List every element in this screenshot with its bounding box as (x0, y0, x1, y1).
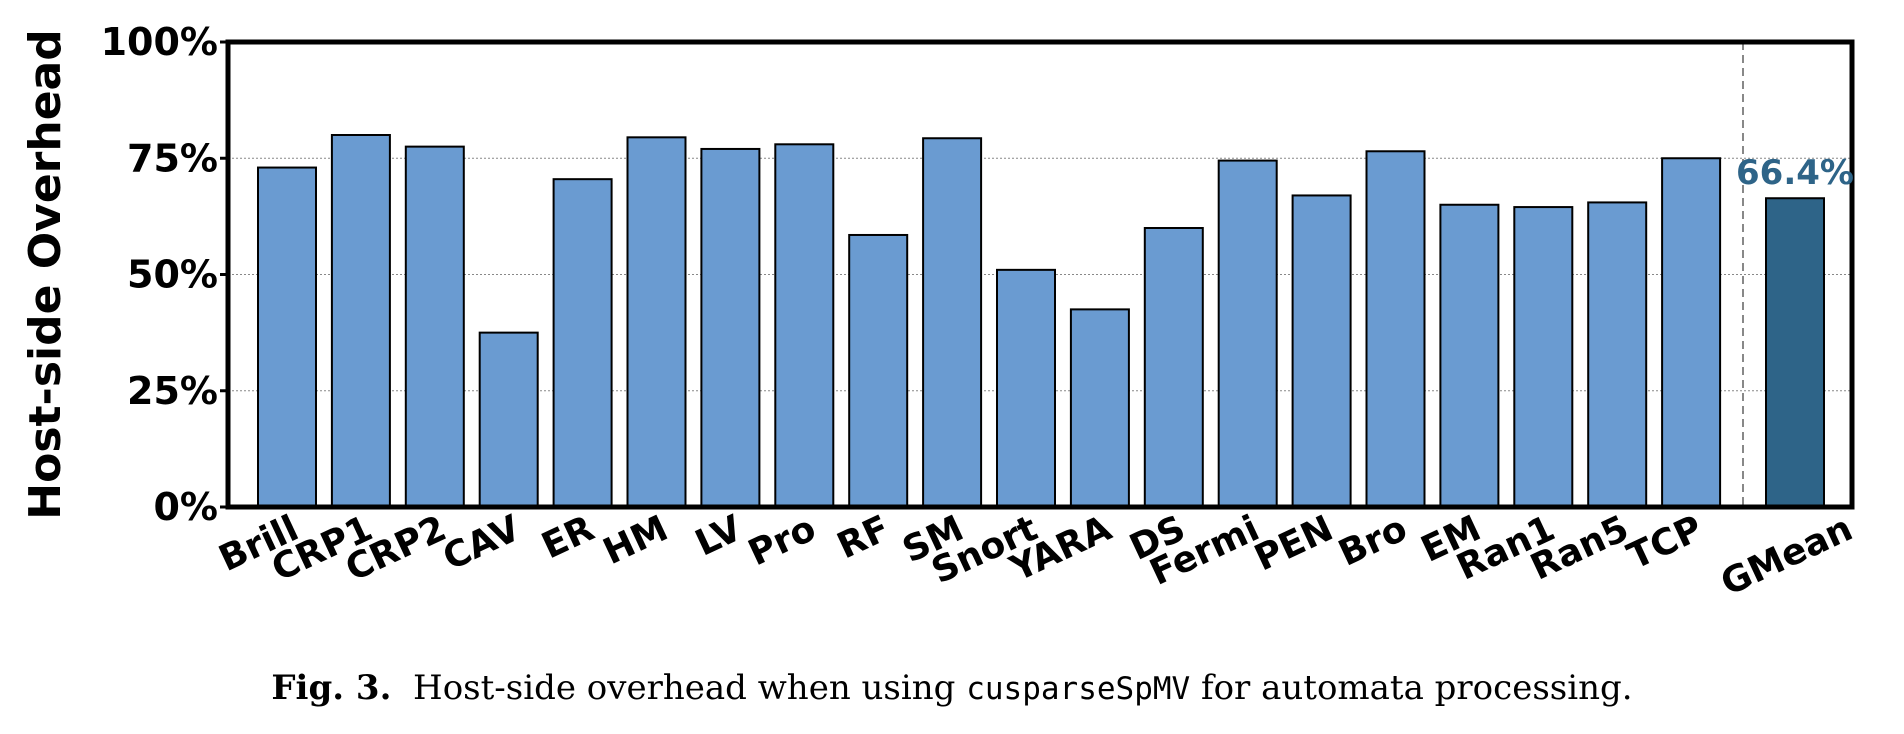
bar (700, 147, 761, 508)
bar (1439, 203, 1500, 508)
bar (1365, 150, 1426, 508)
chart: 0% 25% 50% 75% 100% Host-side Overhead Brill CR… (20, 20, 1859, 604)
summary-data-label: 66.4% (1736, 153, 1854, 193)
bar (996, 268, 1056, 508)
axes-layer (220, 39, 1855, 510)
y-tick-label: 100% (101, 20, 218, 64)
x-tick-label: Bro (1333, 508, 1414, 575)
caption-code: cusparseSpMV (966, 671, 1191, 707)
caption-fig-label: Fig. 3. (271, 668, 392, 708)
x-tick-label: RF (831, 508, 896, 567)
bar (552, 178, 613, 509)
bar (1661, 157, 1722, 508)
x-tick-label: CAV (437, 508, 527, 579)
y-axis-label: Host-side Overhead (20, 29, 71, 519)
bar (1217, 159, 1278, 508)
y-tick-label: 0% (153, 485, 218, 529)
bar (478, 331, 539, 508)
bar (404, 145, 465, 508)
bar (774, 143, 835, 509)
x-tick-label: HM (597, 508, 674, 573)
bar (1291, 194, 1352, 508)
x-tick-label: GMean (1715, 508, 1859, 604)
bar-chart-svg: 0%25%50%75%100%Host-side OverheadBrillCR… (20, 20, 1859, 604)
figure-caption: Fig. 3. Host-side overhead when using cu… (0, 668, 1904, 708)
bar (922, 137, 983, 508)
bar (1513, 206, 1574, 508)
summary-bar (1765, 197, 1825, 509)
bar (1069, 308, 1130, 508)
caption-text-after: for automata processing. (1190, 668, 1633, 708)
bars-layer (257, 134, 1825, 509)
y-tick-label: 50% (127, 253, 218, 297)
bar (626, 136, 687, 508)
bar (330, 134, 391, 508)
bar (1143, 227, 1204, 508)
x-tick-label: TCP (1621, 508, 1708, 578)
bar (1587, 201, 1648, 509)
y-tick-label: 75% (127, 136, 218, 180)
x-tick-label: LV (689, 508, 748, 565)
y-tick-label: 25% (127, 369, 218, 413)
bar (848, 233, 909, 508)
x-tick-label: PEN (1249, 508, 1340, 579)
bar (257, 166, 317, 509)
x-tick-label: ER (536, 508, 601, 567)
x-tick-label: Pro (742, 508, 822, 574)
caption-text-before: Host-side overhead when using (413, 668, 967, 708)
